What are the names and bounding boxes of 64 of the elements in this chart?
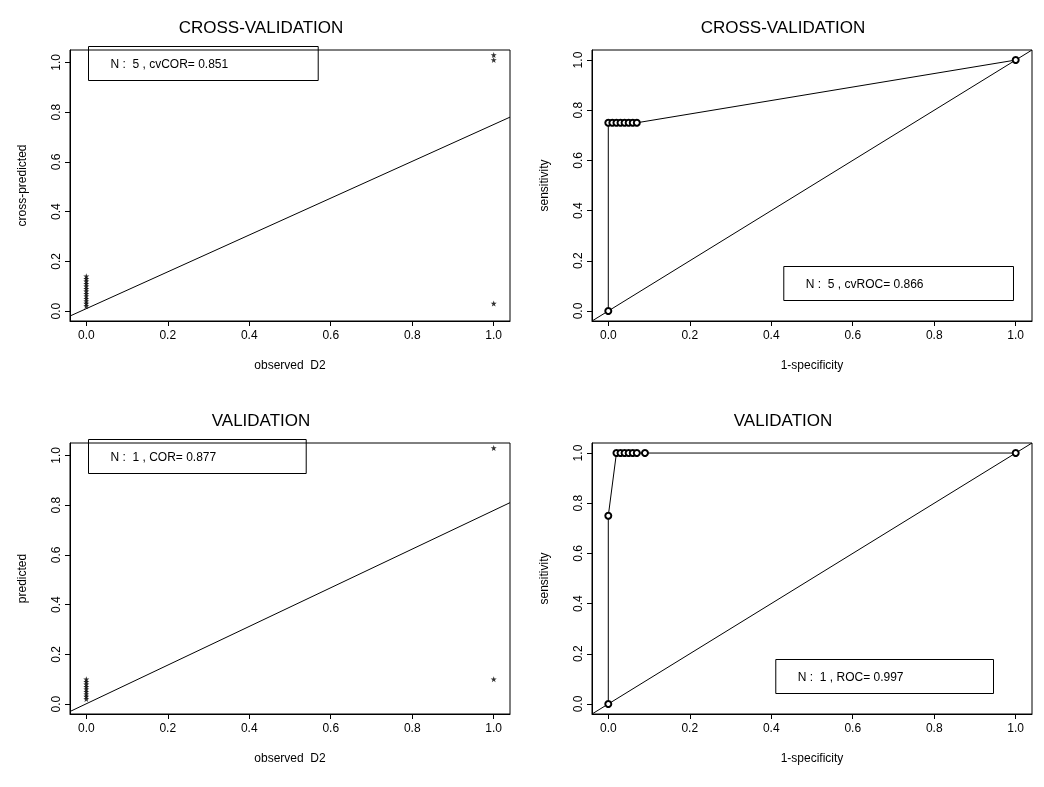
chart-title: VALIDATION bbox=[733, 411, 833, 430]
x-tick-label: 1.0 bbox=[485, 328, 503, 342]
x-tick-label: 0.8 bbox=[925, 328, 943, 342]
annotation: N : 1 , COR= 0.877 bbox=[110, 449, 217, 464]
x-tick-label: 0.4 bbox=[240, 721, 258, 735]
x-tick-label: 0.4 bbox=[240, 328, 258, 342]
x-tick-label: 0.4 bbox=[762, 721, 780, 735]
y-tick-label: 0.6 bbox=[49, 546, 63, 564]
x-tick-label: 0.2 bbox=[681, 328, 699, 342]
y-tick-label: 1.0 bbox=[49, 53, 63, 71]
annotation: N : 5 , cvROC= 0.866 bbox=[805, 276, 924, 291]
y-tick-label: 0.2 bbox=[571, 645, 585, 663]
y-axis-title: sensitivity bbox=[537, 552, 551, 605]
x-tick-label: 0.4 bbox=[762, 328, 780, 342]
x-tick-label: 0.0 bbox=[599, 721, 617, 735]
y-tick-label: 0.0 bbox=[571, 302, 585, 320]
x-axis-title: 1-specificity bbox=[780, 358, 844, 372]
y-tick-label: 0.8 bbox=[571, 494, 585, 512]
x-tick-label: 0.0 bbox=[77, 721, 95, 735]
x-tick-label: 0.6 bbox=[844, 328, 862, 342]
x-tick-label: 0.2 bbox=[681, 721, 699, 735]
x-tick-label: 0.2 bbox=[159, 328, 177, 342]
chart-title: CROSS-VALIDATION bbox=[700, 18, 866, 37]
y-axis-title: cross-predicted bbox=[15, 144, 29, 227]
y-tick-label: 0.0 bbox=[49, 695, 63, 713]
x-tick-label: 0.6 bbox=[844, 721, 862, 735]
x-tick-label: 0.8 bbox=[925, 721, 943, 735]
x-tick-label: 0.0 bbox=[599, 328, 617, 342]
x-axis-title: observed D2 bbox=[254, 751, 327, 765]
y-axis-title: sensitivity bbox=[537, 159, 551, 212]
chart-title: VALIDATION bbox=[211, 411, 311, 430]
y-tick-label: 0.6 bbox=[49, 153, 63, 171]
y-tick-label: 0.2 bbox=[571, 252, 585, 270]
x-tick-label: 0.8 bbox=[403, 328, 421, 342]
y-tick-label: 0.6 bbox=[571, 151, 585, 169]
y-tick-label: 0.8 bbox=[571, 101, 585, 119]
x-tick-label: 1.0 bbox=[1007, 328, 1025, 342]
y-tick-label: 0.6 bbox=[571, 544, 585, 562]
x-tick-label: 0.8 bbox=[403, 721, 421, 735]
x-axis-title: 1-specificity bbox=[780, 751, 844, 765]
y-tick-label: 0.2 bbox=[49, 645, 63, 663]
y-tick-label: 0.8 bbox=[49, 496, 63, 514]
x-tick-label: 0.6 bbox=[322, 721, 340, 735]
x-tick-label: 1.0 bbox=[1007, 721, 1025, 735]
y-tick-label: 0.0 bbox=[571, 695, 585, 713]
y-tick-label: 1.0 bbox=[571, 444, 585, 462]
y-axis-title: predicted bbox=[15, 553, 29, 604]
y-tick-label: 0.4 bbox=[49, 202, 63, 220]
x-tick-label: 0.2 bbox=[159, 721, 177, 735]
y-tick-label: 0.8 bbox=[49, 103, 63, 121]
chart-title: CROSS-VALIDATION bbox=[178, 18, 344, 37]
annotation: N : 5 , cvCOR= 0.851 bbox=[110, 56, 229, 71]
y-tick-label: 0.2 bbox=[49, 252, 63, 270]
x-tick-label: 0.6 bbox=[322, 328, 340, 342]
y-tick-label: 0.4 bbox=[571, 594, 585, 612]
y-tick-label: 0.4 bbox=[571, 201, 585, 219]
annotation: N : 1 , ROC= 0.997 bbox=[797, 669, 904, 684]
y-tick-label: 0.0 bbox=[49, 302, 63, 320]
x-tick-label: 0.0 bbox=[77, 328, 95, 342]
y-tick-label: 0.4 bbox=[49, 595, 63, 613]
y-tick-label: 1.0 bbox=[49, 446, 63, 464]
y-tick-label: 1.0 bbox=[571, 51, 585, 69]
x-axis-title: observed D2 bbox=[254, 358, 327, 372]
x-tick-label: 1.0 bbox=[485, 721, 503, 735]
